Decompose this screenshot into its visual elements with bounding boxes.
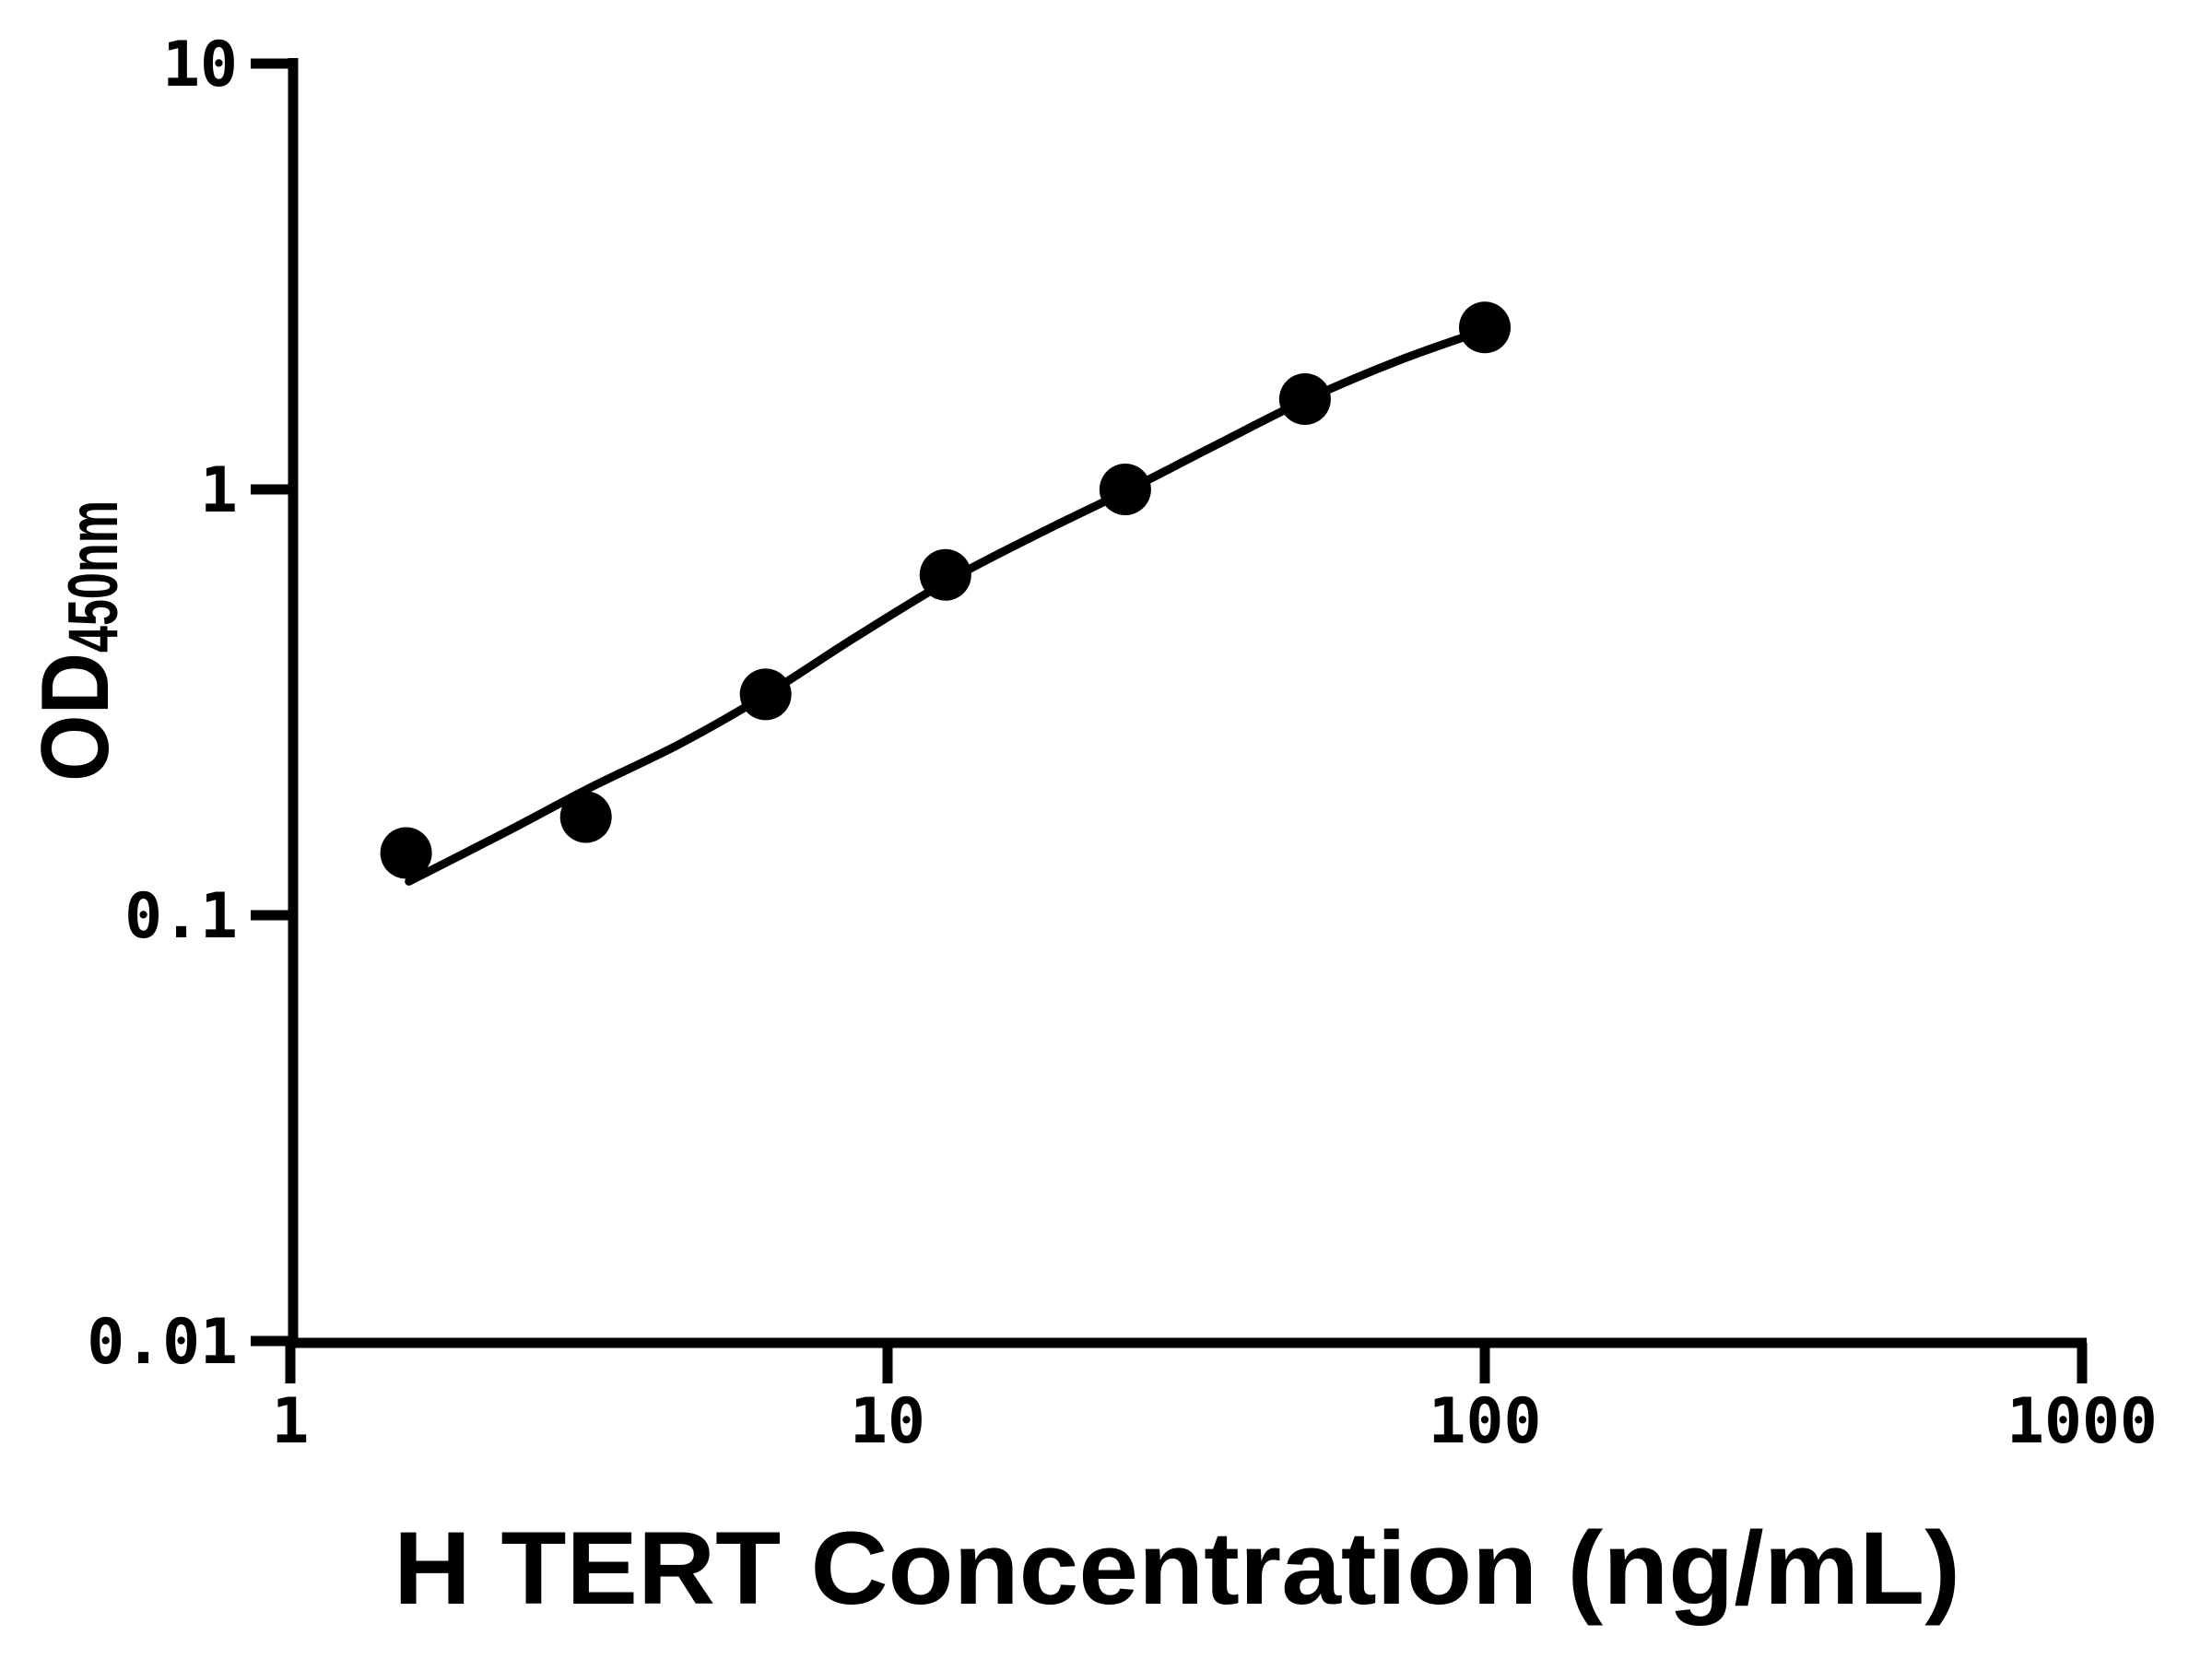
plot-area: 10 1 0.1 0.01 1 10 100 1000 [87, 29, 2158, 1458]
y-tick-label: 10 [162, 29, 238, 101]
x-axis-title: H TERT Concentration (ng/mL) [394, 1511, 1960, 1626]
data-point [1099, 464, 1151, 515]
x-tick-label: 1 [272, 1385, 310, 1458]
y-axis-title-subscript: 450nm [54, 500, 133, 653]
y-axis-title-main: OD [22, 653, 129, 782]
data-point [559, 791, 612, 843]
x-tick-label: 10 [850, 1385, 925, 1458]
data-point [1459, 301, 1511, 354]
data-point [1278, 373, 1331, 425]
y-tick-label: 1 [200, 454, 238, 527]
y-tick-label: 0.1 [124, 880, 238, 953]
data-point [739, 668, 792, 721]
data-point [919, 548, 971, 601]
x-tick-label: 1000 [2006, 1385, 2158, 1458]
y-tick-label: 0.01 [87, 1306, 238, 1379]
x-tick-label: 100 [1429, 1385, 1542, 1458]
data-point [380, 827, 432, 879]
y-axis-title: OD450nm [22, 500, 133, 782]
